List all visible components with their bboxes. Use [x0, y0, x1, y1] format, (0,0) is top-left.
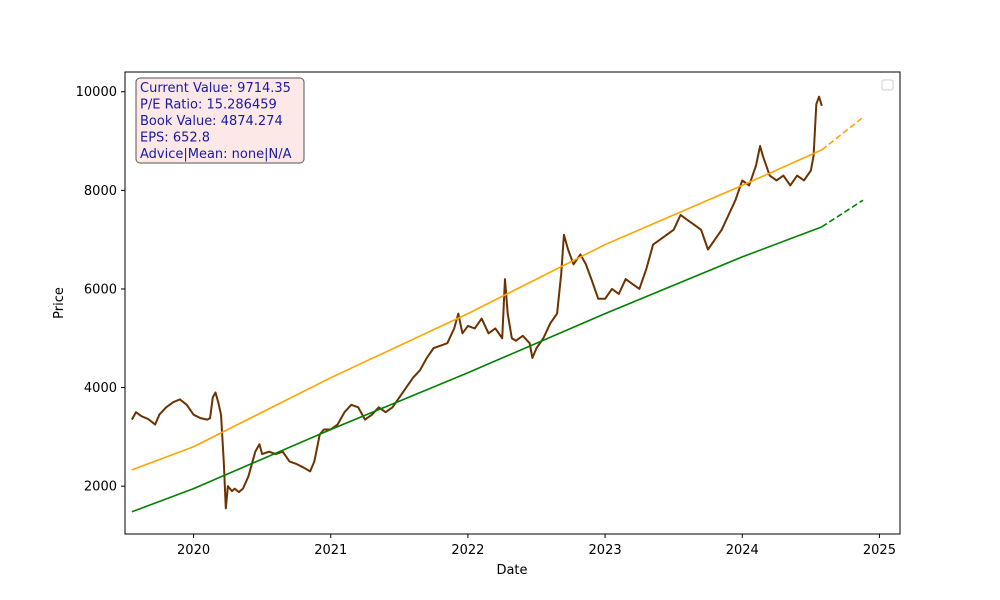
- x-axis-label: Date: [496, 563, 527, 578]
- price-series-line: [130, 95, 823, 510]
- x-tick-label: 2025: [863, 543, 896, 558]
- info-box-background: [135, 77, 305, 164]
- lower-trend-line: [131, 226, 823, 513]
- x-tick-label: 2023: [589, 543, 622, 558]
- y-tick-label: 4000: [84, 381, 117, 396]
- x-tick-label: 2024: [726, 543, 759, 558]
- info-current-value: Current Value: 9714.35: [140, 81, 291, 96]
- info-box: Current Value: 9714.35 P/E Ratio: 15.286…: [135, 77, 305, 164]
- x-axis-ticks: 2020 2021 2022 2023 2024 2025: [177, 534, 896, 558]
- info-advice-mean: Advice|Mean: none|N/A: [140, 147, 292, 162]
- legend-box: [881, 79, 894, 91]
- y-tick-label: 2000: [84, 480, 117, 495]
- info-eps: EPS: 652.8: [140, 131, 210, 146]
- upper-trend-line: [131, 149, 823, 471]
- plot-frame: [124, 71, 901, 535]
- y-tick-label: 10000: [76, 85, 117, 100]
- info-pe-ratio: P/E Ratio: 15.286459: [140, 98, 277, 113]
- info-book-value: Book Value: 4874.274: [140, 114, 283, 129]
- y-tick-label: 8000: [84, 184, 117, 199]
- y-axis-label: Price: [52, 287, 67, 319]
- plot-lines: [130, 95, 864, 513]
- x-tick-label: 2020: [177, 543, 210, 558]
- lower-trend-projection-line: [821, 199, 864, 228]
- y-axis-ticks: 2000 4000 6000 8000 10000: [76, 85, 125, 495]
- x-tick-label: 2022: [451, 543, 484, 558]
- x-tick-label: 2021: [314, 543, 347, 558]
- y-tick-label: 6000: [84, 282, 117, 297]
